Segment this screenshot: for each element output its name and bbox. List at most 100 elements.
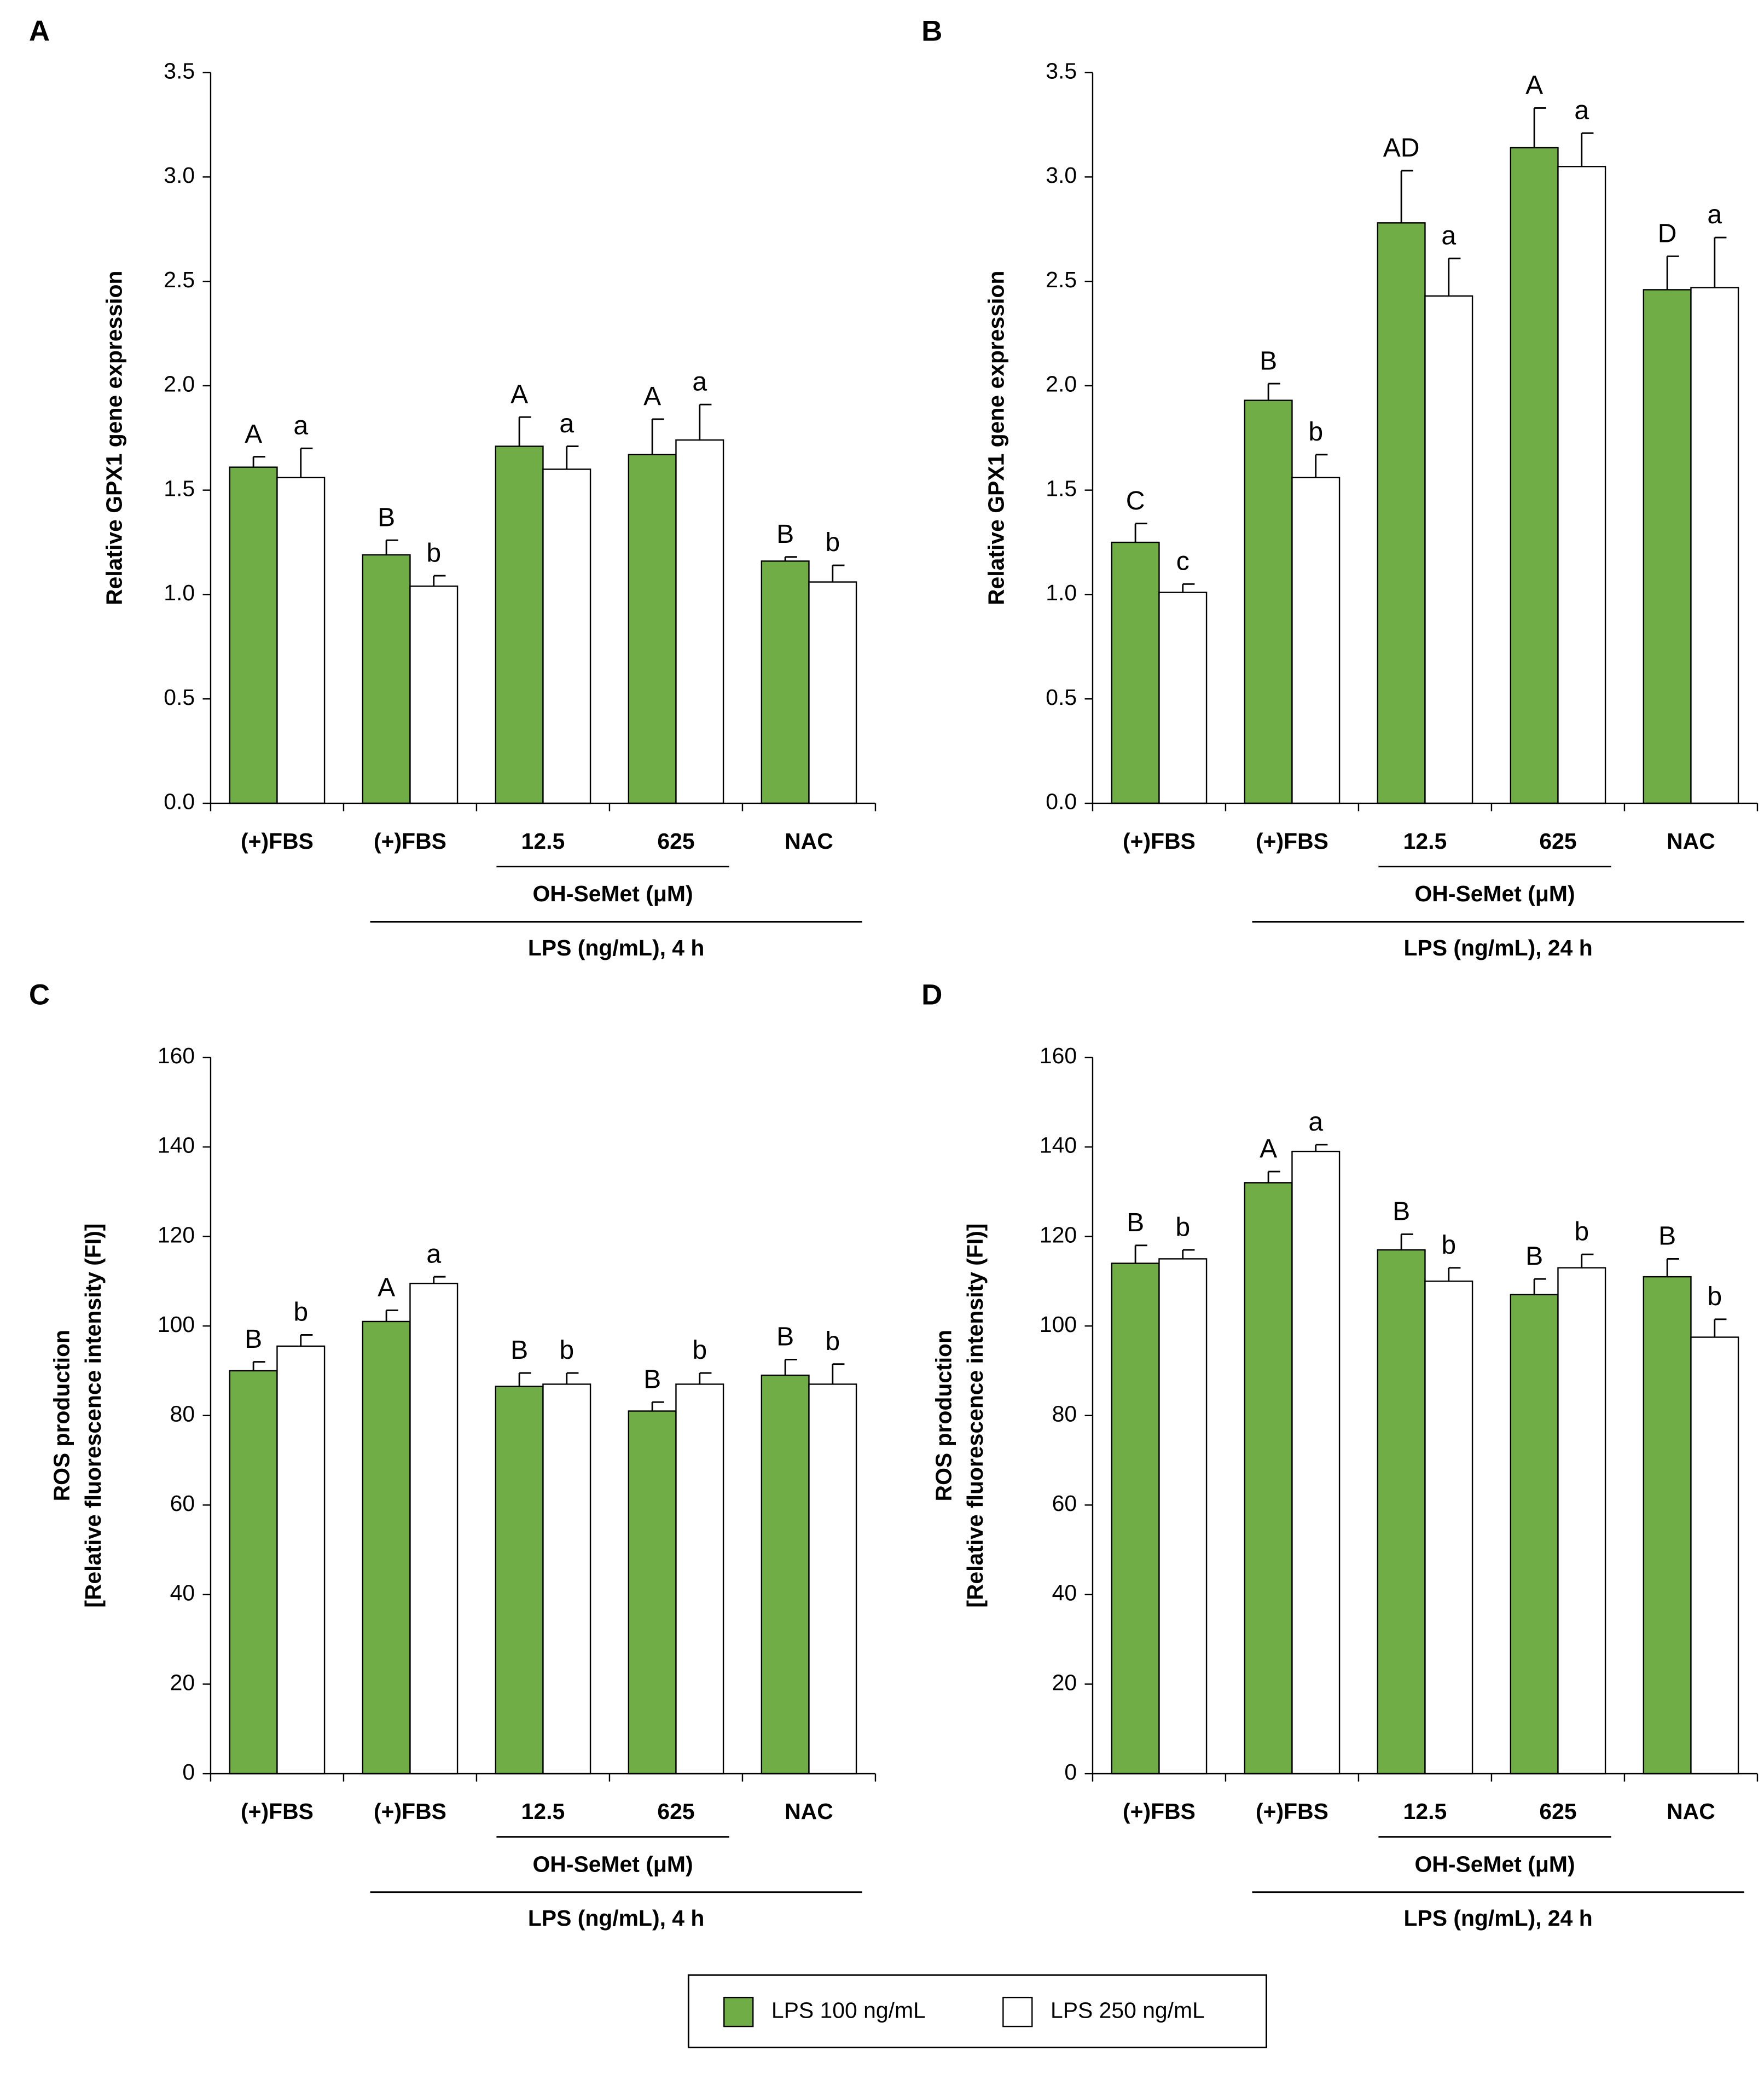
- significance-letter: b: [1574, 1216, 1589, 1246]
- bar: [761, 560, 810, 804]
- error-bar: [832, 1363, 845, 1384]
- bar: [1377, 1249, 1426, 1775]
- y-tick-label: 40: [1052, 1580, 1077, 1606]
- significance-letter: b: [426, 538, 441, 567]
- error-bar: [1533, 1278, 1546, 1295]
- y-tick-label: 2.5: [1046, 267, 1077, 292]
- y-tick-label: 0.0: [1046, 789, 1077, 814]
- y-tick-label: 1.5: [1046, 476, 1077, 501]
- panel-label: D: [921, 979, 942, 1011]
- error-bar: [832, 564, 845, 582]
- y-tick-label: 160: [158, 1043, 195, 1068]
- y-axis-label: ROS production: [49, 1330, 74, 1501]
- y-tick-label: 80: [170, 1401, 195, 1427]
- bar: [628, 454, 677, 804]
- group-label: OH-SeMet (μM): [1415, 881, 1575, 906]
- significance-letter: a: [1574, 95, 1589, 125]
- significance-letter: a: [426, 1239, 441, 1268]
- significance-letter: b: [1175, 1212, 1190, 1242]
- y-tick-label: 160: [1040, 1043, 1077, 1068]
- x-tick-label: 625: [1539, 829, 1576, 854]
- x-tick-label: 625: [657, 1799, 694, 1824]
- treatment-label: LPS (ng/mL), 24 h: [1403, 935, 1592, 960]
- significance-letter: B: [776, 519, 794, 549]
- x-tick-label: 12.5: [1403, 829, 1447, 854]
- bar: [542, 1383, 591, 1775]
- bar: [1424, 1281, 1473, 1775]
- significance-letter: c: [1176, 547, 1189, 576]
- group-label: OH-SeMet (μM): [533, 1851, 693, 1876]
- error-bar: [433, 1276, 446, 1284]
- significance-letter: A: [643, 381, 661, 411]
- bar: [409, 1283, 459, 1775]
- significance-letter: a: [692, 367, 707, 396]
- bar: [1158, 592, 1208, 804]
- error-bar: [1666, 1258, 1679, 1277]
- error-bar: [1714, 236, 1727, 288]
- significance-letter: b: [1308, 417, 1323, 447]
- bar: [495, 1386, 544, 1775]
- y-axis-label: Relative GPX1 gene expression: [984, 271, 1009, 605]
- error-bar: [1581, 132, 1594, 167]
- bar: [1291, 477, 1341, 804]
- y-tick-label: 1.0: [1046, 580, 1077, 605]
- bar: [1643, 1276, 1692, 1775]
- x-tick-label: (+)FBS: [1123, 1799, 1196, 1824]
- bar: [276, 1345, 326, 1775]
- significance-letter: b: [1707, 1282, 1722, 1311]
- bar: [229, 466, 278, 804]
- y-tick-label: 0.5: [164, 685, 195, 710]
- error-bar: [1134, 523, 1147, 543]
- significance-letter: B: [510, 1335, 528, 1365]
- x-tick-label: (+)FBS: [1123, 829, 1196, 854]
- treatment-label: LPS (ng/mL), 4 h: [528, 935, 705, 960]
- y-axis-label: [Relative fluorescence intensity (FI)]: [80, 1224, 106, 1608]
- y-tick-label: 2.0: [164, 372, 195, 397]
- error-bar: [1400, 170, 1413, 223]
- bar: [1377, 222, 1426, 804]
- error-bar: [1267, 1171, 1280, 1183]
- significance-letter: A: [1260, 1134, 1277, 1163]
- bar: [542, 468, 591, 804]
- error-bar: [699, 1372, 712, 1384]
- error-bar: [518, 416, 531, 447]
- error-bar: [1533, 107, 1546, 148]
- error-bar: [385, 1310, 398, 1322]
- y-tick-label: 100: [1040, 1312, 1077, 1337]
- error-bar: [784, 1359, 797, 1376]
- significance-letter: C: [1126, 486, 1145, 515]
- x-tick-label: 12.5: [1403, 1799, 1447, 1824]
- x-tick-label: (+)FBS: [241, 829, 314, 854]
- error-bar: [1400, 1233, 1413, 1250]
- y-tick-label: 140: [1040, 1133, 1077, 1158]
- bar: [495, 445, 544, 804]
- error-bar: [1182, 1249, 1195, 1259]
- significance-letter: a: [293, 411, 308, 441]
- significance-letter: B: [1525, 1241, 1543, 1271]
- x-tick-label: 12.5: [521, 1799, 565, 1824]
- significance-letter: A: [378, 1273, 395, 1302]
- bar: [761, 1374, 810, 1775]
- y-tick-label: 3.5: [1046, 58, 1077, 83]
- error-bar: [699, 403, 712, 441]
- panel-label: A: [29, 15, 50, 47]
- bar: [808, 1383, 857, 1775]
- significance-letter: a: [1308, 1107, 1323, 1137]
- group-label: OH-SeMet (μM): [1415, 1851, 1575, 1876]
- legend-swatch: [1002, 1996, 1033, 2027]
- x-tick-label: 12.5: [521, 829, 565, 854]
- x-tick-label: NAC: [1667, 829, 1715, 854]
- y-tick-label: 120: [158, 1222, 195, 1247]
- significance-letter: B: [1260, 346, 1277, 375]
- y-tick-label: 3.0: [164, 163, 195, 188]
- error-bar: [252, 1361, 265, 1371]
- significance-letter: A: [510, 379, 528, 409]
- x-tick-label: NAC: [785, 829, 833, 854]
- y-tick-label: 0: [182, 1759, 195, 1785]
- y-tick-label: 20: [170, 1670, 195, 1695]
- group-label: OH-SeMet (μM): [533, 881, 693, 906]
- error-bar: [1448, 257, 1461, 296]
- error-bar: [566, 1372, 579, 1384]
- bar: [1510, 1294, 1559, 1775]
- error-bar: [252, 456, 265, 467]
